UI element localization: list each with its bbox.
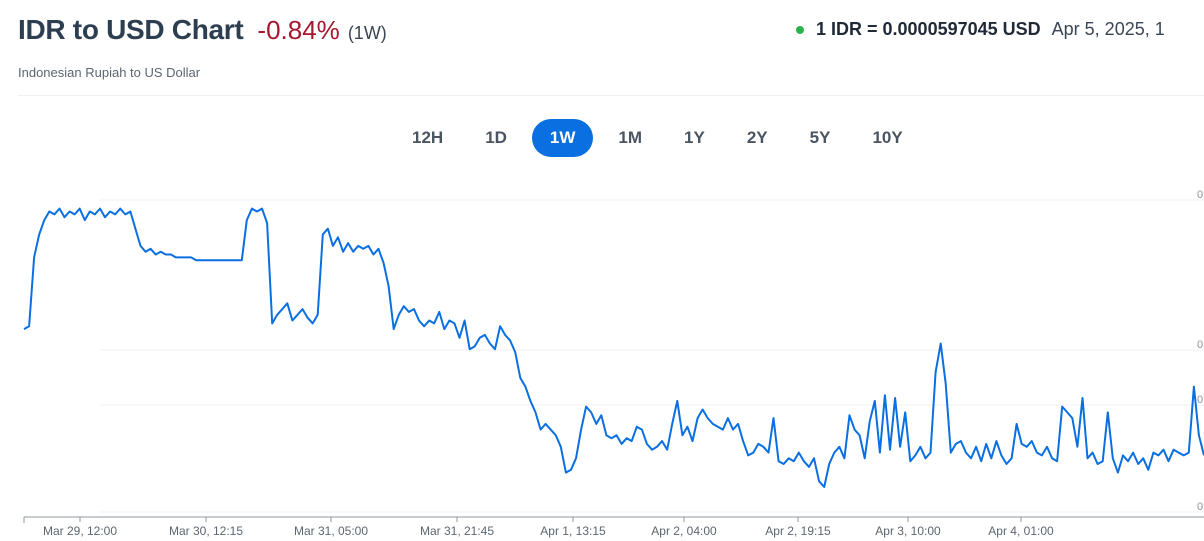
y-tick-label: 0: [1197, 501, 1203, 513]
tab-1m[interactable]: 1M: [618, 128, 643, 147]
x-tick-label: Apr 3, 10:00: [875, 524, 941, 538]
tab-10y[interactable]: 10Y: [872, 128, 903, 147]
header-divider: [18, 95, 1204, 96]
tab-1d[interactable]: 1D: [485, 128, 507, 147]
change-period: (1W): [347, 23, 387, 43]
change-percent: -0.84%: [257, 15, 340, 45]
x-tick-label: Apr 4, 01:00: [988, 524, 1054, 538]
x-tick-label: Apr 1, 13:15: [540, 524, 606, 538]
x-axis-ticks: Mar 29, 12:00 Mar 30, 12:15 Mar 31, 05:00 M…: [23, 517, 1054, 538]
y-tick-label: 0: [1197, 189, 1203, 201]
x-tick-label: Mar 29, 12:00: [43, 524, 117, 538]
y-tick-label: 0: [1197, 339, 1203, 351]
y-axis-ticks: 0 0 0 0: [1197, 189, 1203, 513]
timeframe-tabs: 12H 1D 1W 1M 1Y 2Y 5Y 10Y: [395, 119, 928, 157]
tab-1w[interactable]: 1W: [531, 119, 594, 157]
live-dot-icon: [796, 25, 804, 34]
series-line: [23, 207, 1204, 488]
x-tick-label: Mar 30, 12:15: [169, 524, 243, 538]
tab-1y[interactable]: 1Y: [684, 128, 705, 147]
x-tick-label: Mar 31, 21:45: [420, 524, 494, 538]
x-tick-label: Apr 2, 04:00: [651, 524, 717, 538]
title-row: IDR to USD Chart -0.84% (1W): [18, 14, 387, 46]
tab-2y[interactable]: 2Y: [746, 128, 768, 147]
x-tick-label: Mar 31, 05:00: [294, 524, 368, 538]
y-tick-label: 0: [1197, 394, 1203, 406]
page-title: IDR to USD Chart: [18, 14, 244, 45]
page-subtitle: Indonesian Rupiah to US Dollar: [18, 65, 201, 80]
x-tick-label: Apr 2, 19:15: [765, 524, 831, 538]
rate-date: Apr 5, 2025, 1: [1051, 19, 1165, 39]
rate-row: 1 IDR = 0.0000597045 USD Apr 5, 2025, 1: [796, 19, 1165, 40]
exchange-rate: 1 IDR = 0.0000597045 USD: [816, 19, 1041, 39]
tab-5y[interactable]: 5Y: [809, 128, 831, 147]
chart-grid: [100, 199, 1204, 513]
tab-12h[interactable]: 12H: [412, 128, 444, 147]
